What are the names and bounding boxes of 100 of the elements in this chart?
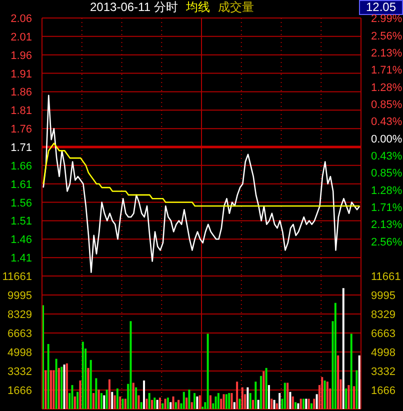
y2-tick-label: 11661 xyxy=(371,271,401,283)
y2-tick-label: 1666 xyxy=(371,385,396,397)
bar xyxy=(348,385,350,409)
bar xyxy=(194,393,196,409)
y-tick-label: 2.06 xyxy=(10,13,32,25)
bar xyxy=(236,382,238,409)
bar xyxy=(305,398,308,409)
bar xyxy=(310,403,312,409)
bar xyxy=(135,387,138,409)
bar xyxy=(254,382,257,409)
y-tick-label: 1666 xyxy=(8,385,32,397)
y-tick-label: 3332 xyxy=(8,366,32,378)
text: 12.05 xyxy=(359,0,403,15)
bar xyxy=(262,371,265,409)
y-tick-label: 1.71 xyxy=(10,142,32,154)
bar xyxy=(50,370,52,409)
y2-tick-label: 4998 xyxy=(371,346,396,359)
bar xyxy=(217,393,220,409)
bar xyxy=(246,387,249,409)
bar xyxy=(260,376,262,409)
bar xyxy=(166,398,169,409)
bar xyxy=(71,385,74,409)
bar xyxy=(276,403,278,409)
y2-tick-label: 2.56% xyxy=(371,30,402,42)
bar xyxy=(178,400,180,409)
bar xyxy=(58,368,60,409)
bar xyxy=(265,368,268,409)
y2-tick-label: 1.71% xyxy=(371,64,402,77)
bar xyxy=(44,370,47,409)
y-tick-label: 2.01 xyxy=(10,31,32,44)
bar xyxy=(190,402,193,409)
y-tick-label: 1.96 xyxy=(10,50,32,62)
bar xyxy=(156,400,158,409)
bar xyxy=(47,344,50,409)
bar xyxy=(350,334,352,409)
y2-tick-label: 0.43% xyxy=(371,116,402,128)
y2-tick-label: 9995 xyxy=(371,290,396,302)
bar xyxy=(132,382,134,409)
y2-tick-label: 1.28% xyxy=(371,184,402,197)
y2-tick-label: 0.85% xyxy=(371,168,402,180)
bar xyxy=(170,402,172,409)
y-tick-label: 1.51 xyxy=(10,216,32,228)
bar xyxy=(174,402,177,409)
bar xyxy=(154,398,156,409)
bar xyxy=(60,366,63,409)
bar xyxy=(252,400,254,409)
bar xyxy=(100,393,102,409)
bar xyxy=(358,355,360,409)
bar xyxy=(313,398,316,409)
bar xyxy=(230,393,233,409)
line-series xyxy=(42,94,360,273)
bar xyxy=(66,363,68,409)
y2-tick-label: 8329 xyxy=(371,309,396,322)
bar xyxy=(225,394,228,409)
y-tick-label: 1.76 xyxy=(10,124,32,136)
bar xyxy=(74,396,76,409)
y2-tick-label: 0.00% xyxy=(371,133,402,146)
bar xyxy=(206,334,209,409)
y2-tick-label: 2.56% xyxy=(371,236,402,248)
y-tick-label: 1.61 xyxy=(10,178,32,191)
bar xyxy=(302,398,305,409)
y-tick-label: 6663 xyxy=(8,328,32,340)
bar xyxy=(294,402,297,409)
bar xyxy=(292,396,294,409)
bar xyxy=(158,398,161,409)
y2-tick-label: 0.43% xyxy=(371,150,402,163)
y2-tick-label: 3332 xyxy=(371,366,396,378)
bar xyxy=(148,393,150,409)
bar xyxy=(98,390,100,409)
bar xyxy=(238,398,241,409)
bar xyxy=(119,396,122,409)
y2-tick-label: 2.99% xyxy=(371,13,402,25)
bar xyxy=(108,379,110,409)
bar xyxy=(95,378,98,409)
bar xyxy=(249,393,252,409)
bar xyxy=(164,398,166,409)
bar xyxy=(337,355,340,409)
bar xyxy=(111,392,114,409)
y2-tick-label: 2.13% xyxy=(371,219,402,232)
y-tick-label: 1.41 xyxy=(10,252,32,265)
bar xyxy=(90,360,92,409)
bar xyxy=(116,388,118,409)
bar xyxy=(146,398,148,409)
y-tick-label: 9995 xyxy=(8,290,32,302)
y-tick-label: 1.81 xyxy=(10,105,32,118)
bar xyxy=(334,302,336,409)
y-tick-label: 1.46 xyxy=(10,234,32,246)
bar xyxy=(92,393,95,409)
y-tick-label: 1.66 xyxy=(10,160,32,172)
bar xyxy=(186,398,188,409)
bar xyxy=(241,387,244,409)
bar xyxy=(228,393,230,409)
bar xyxy=(284,382,286,409)
bar xyxy=(353,386,356,409)
y-tick-label: 11661 xyxy=(2,271,32,283)
line-series xyxy=(42,142,360,207)
bar xyxy=(162,403,164,409)
y-tick-label: 1.91 xyxy=(10,68,32,80)
bar xyxy=(233,402,236,409)
bar xyxy=(270,398,273,409)
